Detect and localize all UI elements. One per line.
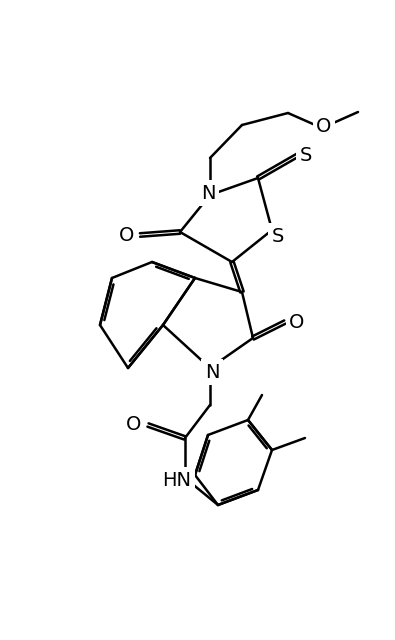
Text: S: S bbox=[272, 227, 284, 246]
Text: O: O bbox=[119, 225, 135, 244]
Text: O: O bbox=[316, 116, 332, 136]
Text: HN: HN bbox=[162, 470, 192, 490]
Text: S: S bbox=[300, 145, 312, 164]
Text: O: O bbox=[126, 415, 142, 435]
Text: O: O bbox=[289, 312, 305, 332]
Text: N: N bbox=[205, 362, 219, 381]
Text: N: N bbox=[201, 184, 215, 202]
